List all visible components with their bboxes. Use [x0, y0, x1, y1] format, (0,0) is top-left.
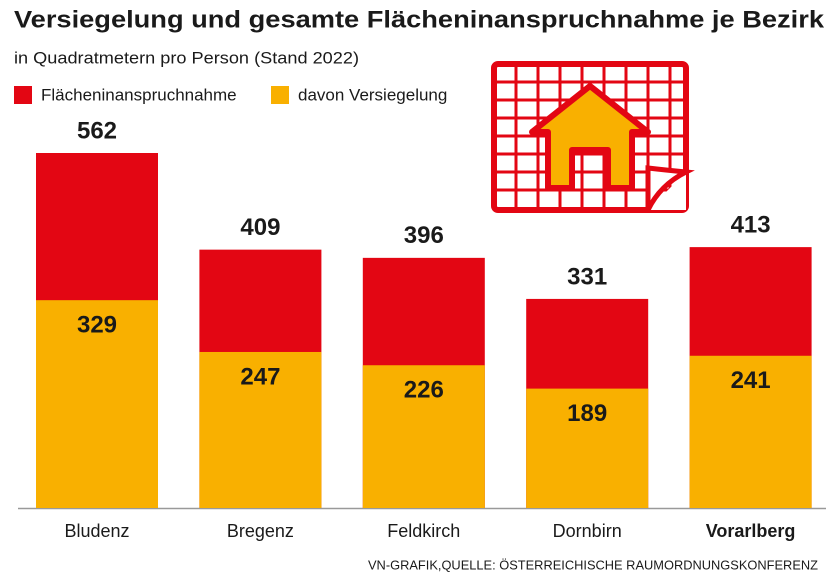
x-tick-label: Dornbirn [553, 521, 622, 541]
x-tick-label: Bludenz [64, 521, 129, 541]
value-label: 189 [567, 400, 607, 427]
legend-label: davon Versiegelung [298, 85, 447, 104]
value-label: 226 [404, 377, 444, 404]
source: VN-GRAFIK,QUELLE: ÖSTERREICHISCHE RAUMOR… [368, 557, 818, 572]
value-label: 331 [567, 263, 607, 290]
legend-swatch [271, 86, 289, 104]
bar-sealed [689, 355, 812, 508]
bar-sealed [36, 300, 158, 508]
bar-sealed [362, 365, 485, 508]
value-label: 247 [240, 363, 280, 390]
bar-sealed [199, 351, 322, 508]
value-label: 413 [731, 211, 771, 238]
x-tick-label: Bregenz [227, 521, 294, 541]
value-label: 562 [77, 117, 117, 144]
chart-title: Versiegelung und gesamte Flächeninanspru… [14, 6, 825, 33]
value-label: 241 [731, 367, 771, 394]
bar-sealed [526, 388, 649, 508]
x-tick-label: Feldkirch [387, 521, 460, 541]
chart-subtitle: in Quadratmetern pro Person (Stand 2022) [14, 48, 359, 67]
x-tick-label: Vorarlberg [706, 521, 796, 541]
legend-label: Flächeninanspruchnahme [41, 85, 237, 104]
legend-swatch [14, 86, 32, 104]
value-label: 396 [404, 222, 444, 249]
value-label: 329 [77, 312, 117, 339]
value-label: 409 [240, 214, 280, 241]
house-icon [491, 61, 695, 213]
